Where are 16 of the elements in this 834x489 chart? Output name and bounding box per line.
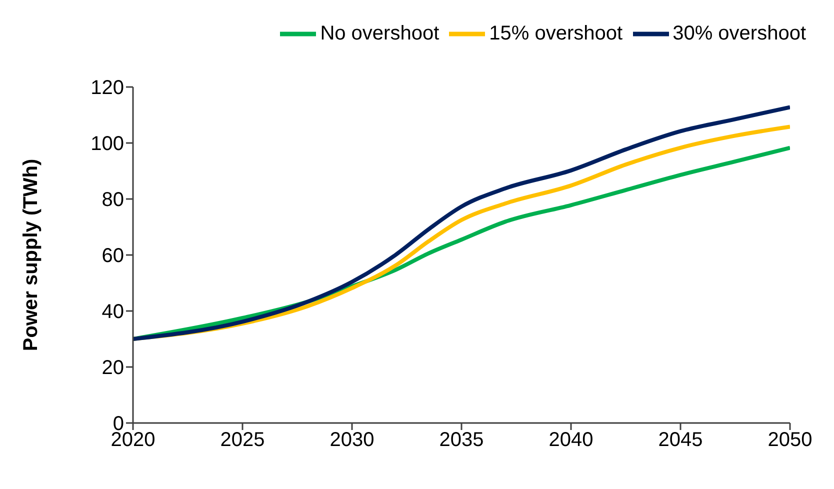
x-tick-label: 2030 [330,429,374,452]
y-tick-label: 120 [90,77,124,100]
y-axis-title: Power supply (TWh) [20,158,42,352]
x-tick-label: 2040 [548,429,594,452]
y-tick-label: 20 [102,357,124,380]
legend-label: 15% overshoot [489,22,623,44]
x-tick-label: 2025 [220,429,265,452]
y-tick-label: 40 [102,301,124,324]
x-tick-label: 2045 [658,429,703,452]
legend-label: No overshoot [320,22,440,44]
y-tick-label: 80 [102,189,124,212]
x-tick-label: 2050 [768,429,812,452]
y-tick-label: 60 [102,245,124,268]
x-tick-label: 2035 [439,429,484,452]
legend-label: 30% overshoot [672,22,806,44]
y-tick-label: 100 [90,133,124,156]
